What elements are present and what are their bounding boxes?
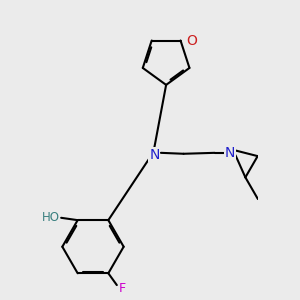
Text: F: F <box>119 282 126 295</box>
Text: HO: HO <box>42 211 60 224</box>
Text: N: N <box>149 148 160 162</box>
Text: N: N <box>225 146 235 160</box>
Text: O: O <box>186 34 197 47</box>
